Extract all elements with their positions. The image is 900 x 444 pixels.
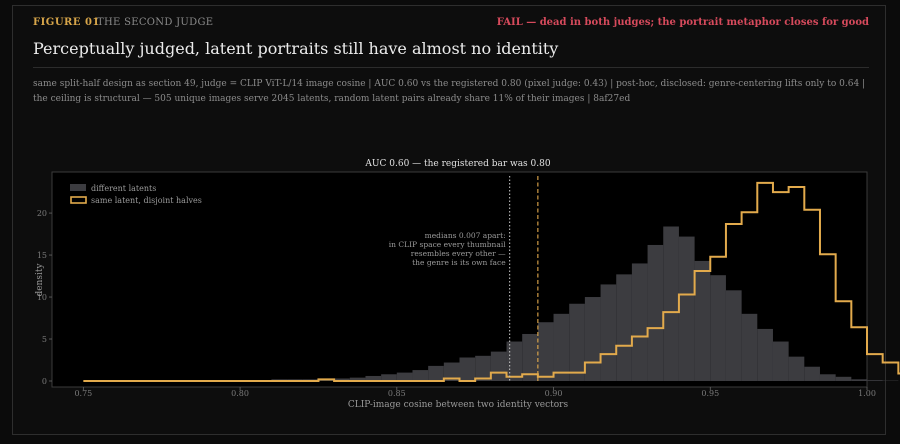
x-tick-label: 0.90 [545,389,563,398]
histogram-bar [694,260,711,381]
figure-headline: Perceptually judged, latent portraits st… [33,39,559,58]
histogram-bar [725,290,742,381]
figure-label: FIGURE 01 [33,17,100,28]
figure-header: FIGURE 01 THE SECOND JUDGE FAIL — dead i… [33,17,869,33]
annotation-line: medians 0.007 apart: [425,231,506,240]
histogram-bar [553,313,570,381]
histogram-bar [490,351,507,381]
histogram-bar [757,328,773,381]
verdict-badge: FAIL — dead in both judges; the portrait… [496,17,869,28]
histogram-bar [428,365,444,381]
histogram-bar [349,377,366,381]
header-divider [33,67,869,68]
y-tick-label: 10 [37,293,47,302]
histogram-bar [772,341,789,381]
histogram-bar [584,297,601,381]
histogram-bar [569,303,585,381]
histogram-bar [647,244,664,381]
same-latent-step-line [83,181,900,382]
histogram-bar [616,274,632,381]
histogram-bar [365,375,382,381]
x-tick-label: 0.95 [701,389,719,398]
axes-layer: 0.75 0.80 0.85 0.90 0.95 1.00 0 5 10 15 20 [37,209,876,398]
histogram-bar [631,263,648,381]
histogram-bar [710,275,726,381]
histogram-bar [475,355,491,381]
histogram-bar [412,370,429,381]
histogram-bar [600,284,617,381]
histogram-bar [851,379,867,381]
histogram-bar [835,376,852,381]
legend: different latents same latent, disjoint h… [70,184,202,205]
y-tick-label: 0 [42,377,47,386]
histogram-bar [459,357,476,381]
histogram-bar [381,374,397,381]
x-tick-label: 0.75 [74,389,92,398]
histogram-bar [867,380,883,381]
histogram-bar [678,236,695,381]
histogram-bar [522,333,538,381]
x-tick-label: 0.80 [231,389,249,398]
y-tick-label: 15 [37,251,47,260]
legend-label-different: different latents [91,184,156,193]
histogram-bar [788,356,805,381]
annotation-layer: medians 0.007 apart:in CLIP space every … [389,231,506,267]
median-layer [509,176,539,381]
bars-layer [224,226,899,381]
annotation-line: the genre is its own face [412,258,506,267]
annotation-line: resembles every other — [411,249,506,258]
x-axis-label: CLIP-image cosine between two identity v… [348,400,569,410]
y-tick-label: 20 [37,209,47,218]
figure-name: THE SECOND JUDGE [97,17,214,28]
histogram-bar [506,341,523,381]
x-tick-label: 1.00 [858,389,876,398]
step-layer [83,181,900,382]
histogram-bar [537,322,554,381]
histogram-bar [819,374,836,381]
y-axis-label: density [35,263,45,297]
legend-swatch-different [70,184,86,191]
y-tick-label: 5 [42,335,47,344]
legend-label-same: same latent, disjoint halves [91,196,202,205]
histogram-bar [443,362,460,381]
histogram-bar [663,226,679,381]
histogram-bar [334,378,350,381]
histogram-bar [741,313,758,381]
histogram-bar [396,372,413,381]
annotation-line: in CLIP space every thumbnail [389,240,506,249]
chart-title: AUC 0.60 — the registered bar was 0.80 [364,159,550,169]
x-tick-label: 0.85 [388,389,406,398]
figure-caption: same split-half design as section 49, ju… [33,79,866,104]
histogram-bar [804,366,820,381]
legend-swatch-same [70,196,87,204]
